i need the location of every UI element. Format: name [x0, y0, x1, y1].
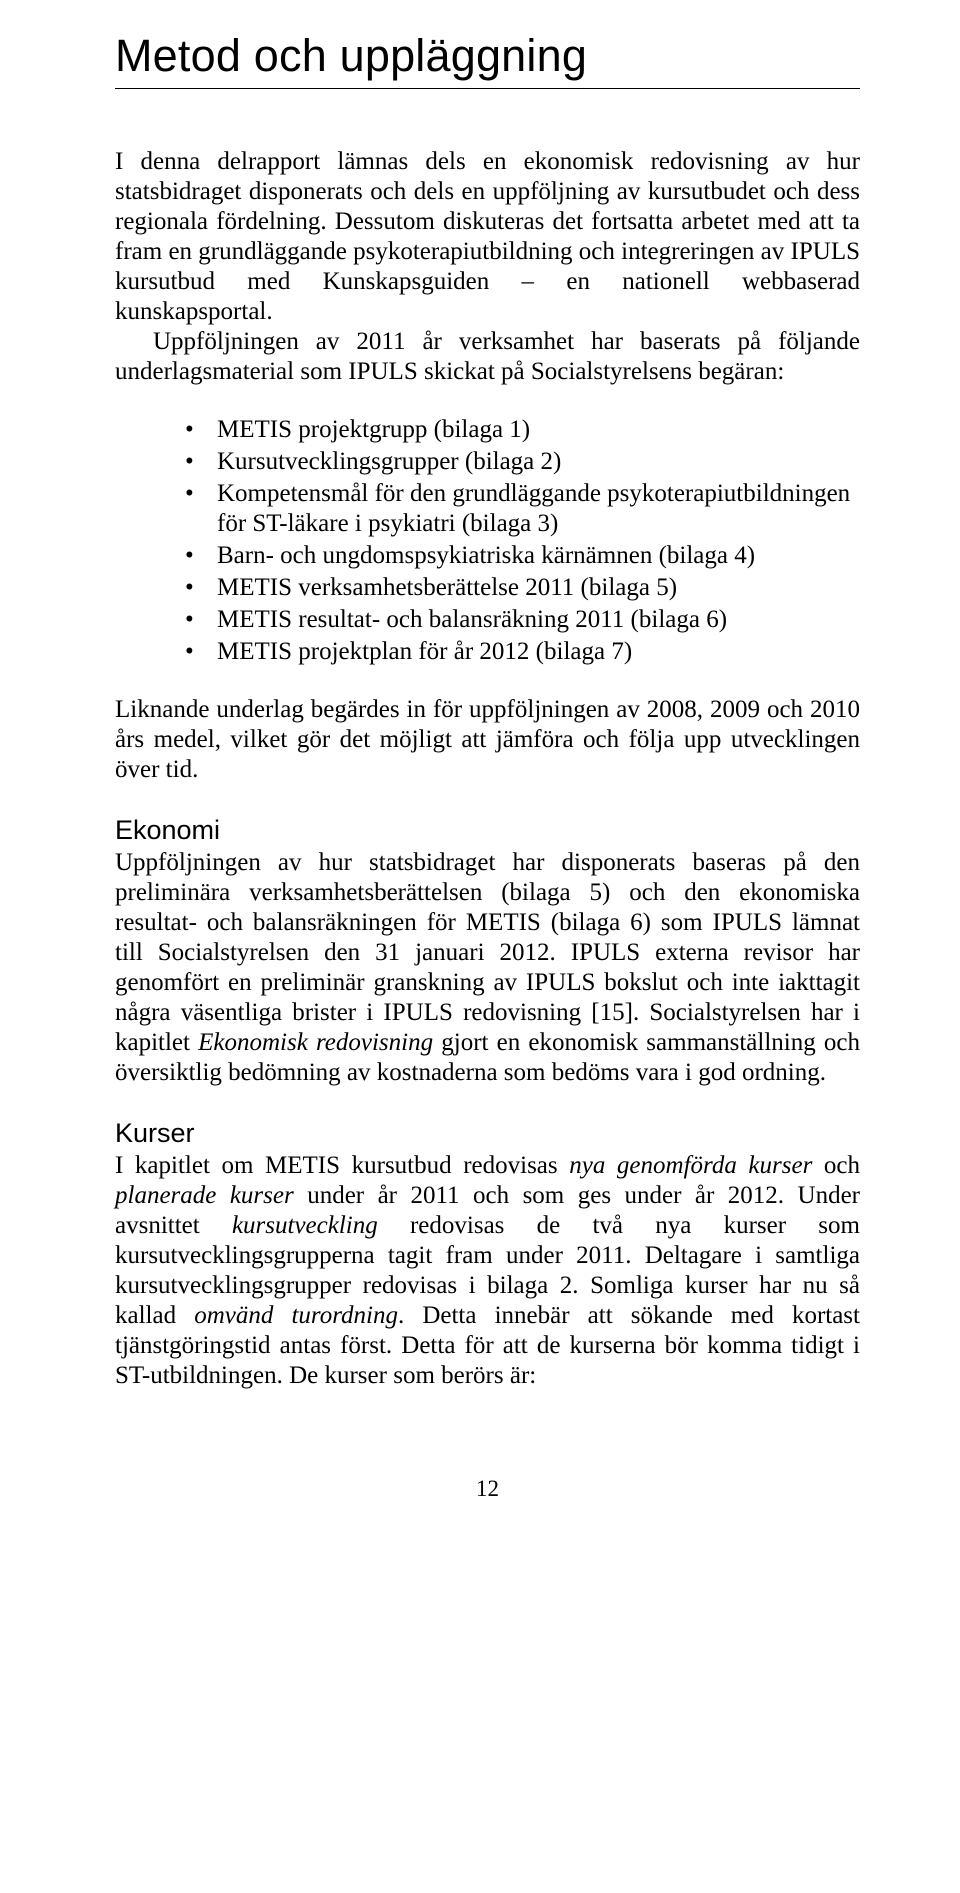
document-page: Metod och uppläggning I denna delrapport… [0, 0, 960, 1562]
italic-run: kursutveckling [232, 1212, 378, 1239]
italic-run: omvänd turordning [194, 1302, 398, 1329]
list-item: Kompetensmål för den grundläggande psyko… [185, 479, 860, 539]
page-title: Metod och uppläggning [115, 30, 860, 89]
list-item: METIS resultat- och balansräkning 2011 (… [185, 605, 860, 635]
text-run: och [812, 1152, 860, 1179]
list-item: METIS verksamhetsberättelse 2011 (bilaga… [185, 573, 860, 603]
text-run: I kapitlet om METIS kursutbud redovisas [115, 1152, 569, 1179]
subheading-ekonomi: Ekonomi [115, 815, 860, 846]
paragraph-intro-indent: Uppföljningen av 2011 år verksamhet har … [115, 327, 860, 387]
paragraph-kurser: I kapitlet om METIS kursutbud redovisas … [115, 1151, 860, 1391]
text-run: Uppföljningen av hur statsbidraget har d… [115, 849, 860, 1056]
italic-run: Ekonomisk redovisning [198, 1029, 433, 1056]
spacer [115, 91, 860, 147]
subheading-kurser: Kurser [115, 1118, 860, 1149]
list-item: Barn- och ungdomspsykiatriska kärnämnen … [185, 541, 860, 571]
paragraph-ekonomi: Uppföljningen av hur statsbidraget har d… [115, 848, 860, 1088]
bullet-list: METIS projektgrupp (bilaga 1) Kursutveck… [115, 415, 860, 667]
list-item: METIS projektplan för år 2012 (bilaga 7) [185, 637, 860, 667]
list-item: METIS projektgrupp (bilaga 1) [185, 415, 860, 445]
list-item: Kursutvecklingsgrupper (bilaga 2) [185, 447, 860, 477]
paragraph-intro: I denna delrapport lämnas dels en ekonom… [115, 147, 860, 327]
paragraph-compare: Liknande underlag begärdes in för uppföl… [115, 695, 860, 785]
italic-run: nya genomförda kurser [569, 1152, 812, 1179]
italic-run: planerade kurser [115, 1182, 294, 1209]
page-number: 12 [115, 1476, 860, 1502]
